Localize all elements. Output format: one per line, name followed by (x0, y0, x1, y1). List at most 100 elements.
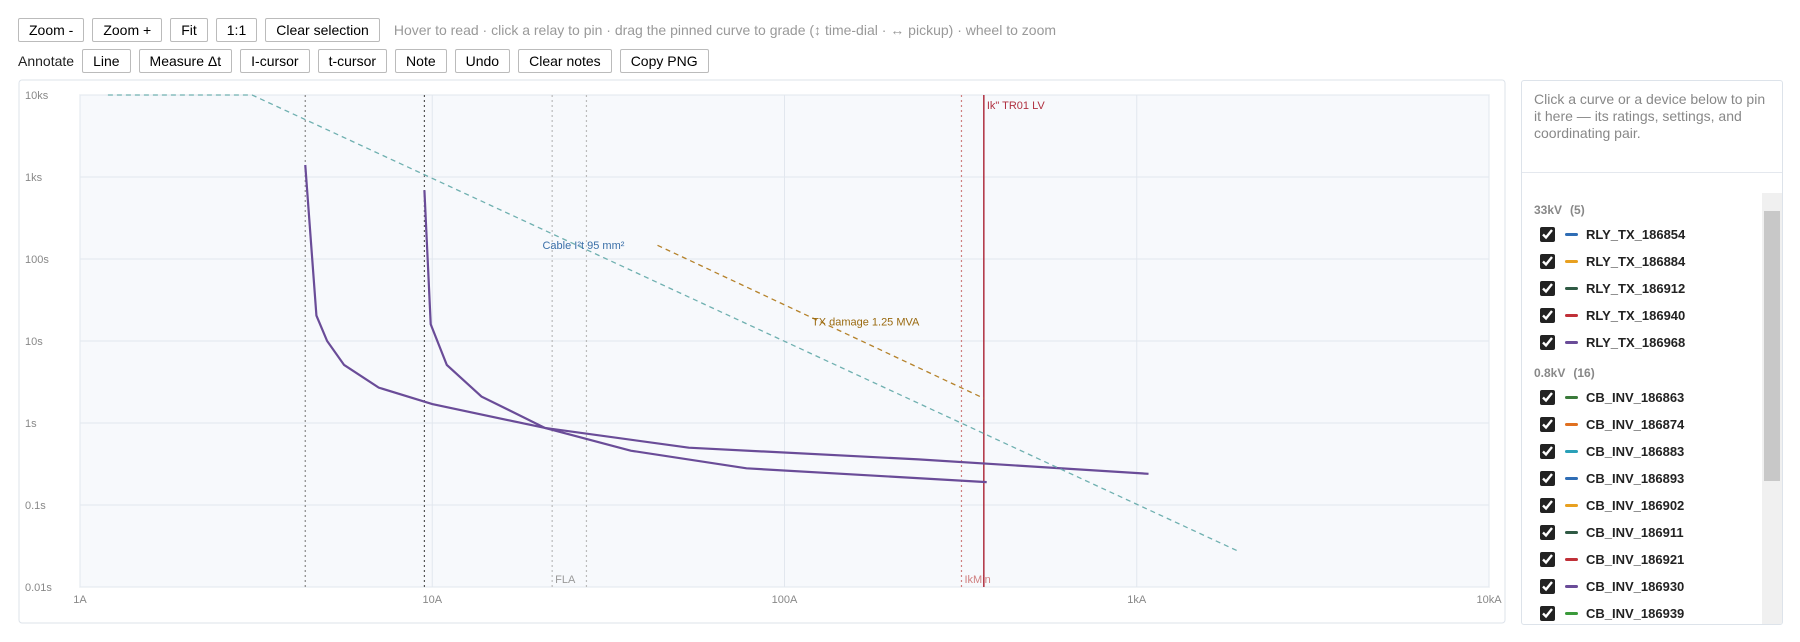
group-count: (16) (1573, 366, 1595, 380)
toolbar-button[interactable]: 1:1 (215, 18, 258, 42)
annotate-button[interactable]: I-cursor (240, 49, 310, 73)
toolbar: Zoom - Zoom + Fit 1:1 Clear selection Hover t… (18, 18, 1056, 42)
group-name: 0.8kV (1534, 366, 1566, 380)
annotate-button[interactable]: Copy PNG (619, 49, 709, 73)
annotate-button[interactable]: Note (395, 49, 447, 73)
toolbar-button[interactable]: Zoom - (18, 18, 85, 42)
scroll-thumb[interactable] (1764, 211, 1780, 481)
device-item[interactable]: CB_INV_186893 (1522, 465, 1762, 492)
device-name: CB_INV_186939 (1586, 606, 1685, 621)
device-item[interactable]: CB_INV_186874 (1522, 411, 1762, 438)
device-item[interactable]: CB_INV_186911 (1522, 519, 1762, 546)
x-tick-label: 10kA (1476, 594, 1502, 606)
device-item[interactable]: CB_INV_186883 (1522, 438, 1762, 465)
device-swatch (1565, 260, 1578, 263)
y-tick-label: 1ks (25, 172, 43, 184)
device-name: CB_INV_186874 (1586, 417, 1685, 432)
device-swatch (1565, 558, 1578, 561)
curve (107, 94, 1239, 552)
device-name: CB_INV_186883 (1586, 444, 1685, 459)
device-swatch (1565, 423, 1578, 426)
annotate-button[interactable]: Clear notes (518, 49, 612, 73)
annotate-button[interactable]: Line (82, 49, 131, 73)
curve-label: TX damage 1.25 MVA (812, 316, 920, 328)
device-list: 33kV (5) RLY_TX_186854 RLY_TX_186884 RLY_TX_… (1522, 193, 1762, 624)
device-swatch (1565, 396, 1578, 399)
device-item[interactable]: RLY_TX_186940 (1522, 302, 1762, 329)
device-name: CB_INV_186902 (1586, 498, 1685, 513)
device-checkbox[interactable] (1540, 335, 1555, 350)
device-swatch (1565, 504, 1578, 507)
chart: 1A 10A 100A 1kA 10kA 0.01s 0.1s 1s 10s 100s 1ks 10k… (18, 79, 1506, 624)
y-tick-label: 0.01s (25, 582, 52, 594)
annotate-button[interactable]: t-cursor (317, 49, 388, 73)
device-item[interactable]: RLY_TX_186884 (1522, 248, 1762, 275)
device-checkbox[interactable] (1540, 552, 1555, 567)
device-name: RLY_TX_186968 (1586, 335, 1686, 350)
device-checkbox[interactable] (1540, 390, 1555, 405)
device-name: CB_INV_186863 (1586, 390, 1685, 405)
device-swatch (1565, 314, 1578, 317)
curve (657, 244, 985, 399)
device-swatch (1565, 287, 1578, 290)
device-swatch (1565, 531, 1578, 534)
annotate-button[interactable]: Measure Δt (138, 49, 233, 73)
device-name: CB_INV_186921 (1586, 552, 1685, 567)
device-checkbox[interactable] (1540, 444, 1555, 459)
device-item[interactable]: CB_INV_186921 (1522, 546, 1762, 573)
device-checkbox[interactable] (1540, 308, 1555, 323)
device-checkbox[interactable] (1540, 281, 1555, 296)
device-name: CB_INV_186930 (1586, 579, 1685, 594)
device-checkbox[interactable] (1540, 471, 1555, 486)
group-header: 0.8kV (16) (1522, 356, 1762, 384)
device-item[interactable]: CB_INV_186930 (1522, 573, 1762, 600)
device-item[interactable]: RLY_TX_186854 (1522, 221, 1762, 248)
device-checkbox[interactable] (1540, 606, 1555, 621)
device-checkbox[interactable] (1540, 254, 1555, 269)
device-checkbox[interactable] (1540, 525, 1555, 540)
x-tick-label: 100A (772, 594, 798, 606)
annotate-label: Annotate (18, 53, 75, 69)
device-swatch (1565, 341, 1578, 344)
x-tick-label: 1kA (1127, 594, 1147, 606)
annotate-button[interactable]: Undo (454, 49, 511, 73)
toolbar-button[interactable]: Zoom + (92, 18, 163, 42)
device-swatch (1565, 612, 1578, 615)
device-item[interactable]: CB_INV_186939 (1522, 600, 1762, 624)
x-tick-label: 1A (73, 594, 87, 606)
device-swatch (1565, 585, 1578, 588)
y-tick-label: 100s (25, 254, 49, 266)
device-swatch (1565, 477, 1578, 480)
device-name: RLY_TX_186940 (1586, 308, 1686, 323)
side-panel: Click a curve or a device below to pin i… (1521, 80, 1783, 625)
device-checkbox[interactable] (1540, 417, 1555, 432)
marker-label: IkMin (964, 574, 990, 586)
marker-label: Ik" TR01 LV (987, 100, 1046, 112)
curve-label: Cable I²t 95 mm² (542, 240, 624, 252)
device-swatch (1565, 233, 1578, 236)
device-name: RLY_TX_186912 (1586, 281, 1686, 296)
device-checkbox[interactable] (1540, 579, 1555, 594)
group-name: 33kV (1534, 203, 1563, 217)
device-item[interactable]: RLY_TX_186912 (1522, 275, 1762, 302)
scrollbar[interactable] (1762, 193, 1782, 624)
y-tick-label: 1s (25, 418, 37, 430)
group-count: (5) (1570, 203, 1585, 217)
device-checkbox[interactable] (1540, 498, 1555, 513)
y-tick-label: 10ks (25, 90, 49, 102)
group-header: 33kV (5) (1522, 193, 1762, 221)
toolbar-button[interactable]: Fit (170, 18, 208, 42)
annotate-bar: Annotate Line Measure Δt I-cursor t-cursor N… (18, 49, 709, 73)
device-checkbox[interactable] (1540, 227, 1555, 242)
device-item[interactable]: RLY_TX_186968 (1522, 329, 1762, 356)
toolbar-hint: Hover to read · click a relay to pin · d… (393, 22, 1057, 38)
device-name: RLY_TX_186854 (1586, 227, 1686, 242)
device-swatch (1565, 450, 1578, 453)
device-item[interactable]: CB_INV_186863 (1522, 384, 1762, 411)
toolbar-button[interactable]: Clear selection (265, 18, 380, 42)
device-name: CB_INV_186911 (1586, 525, 1684, 540)
device-item[interactable]: CB_INV_186902 (1522, 492, 1762, 519)
x-tick-label: 10A (422, 594, 442, 606)
y-tick-label: 10s (25, 336, 43, 348)
